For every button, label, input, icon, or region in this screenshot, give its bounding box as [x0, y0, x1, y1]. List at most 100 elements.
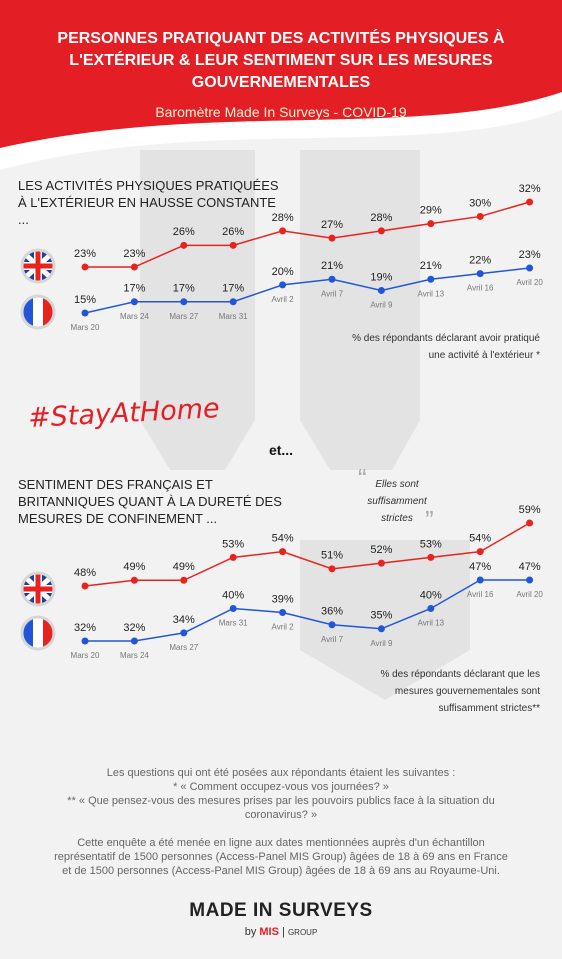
value-label: 21% — [420, 260, 442, 272]
data-point — [377, 227, 385, 235]
header-band — [0, 0, 562, 148]
data-point — [229, 553, 237, 561]
data-point — [328, 621, 336, 629]
data-point — [130, 298, 138, 306]
value-label: 17% — [222, 283, 244, 295]
x-tick-label: Mars 31 — [219, 619, 248, 628]
value-label: 23% — [74, 248, 96, 260]
logo-by: by — [244, 926, 257, 938]
chart-note: % des répondants déclarant que les mesur… — [380, 669, 540, 714]
value-label: 53% — [222, 538, 244, 550]
data-point — [81, 309, 89, 317]
value-label: 20% — [272, 266, 294, 278]
data-point — [377, 625, 385, 633]
x-tick-label: Mars 27 — [169, 312, 198, 321]
data-point — [476, 212, 484, 220]
footer-question: ** « Que pensez-vous des mesures prises … — [67, 795, 495, 821]
value-label: 48% — [74, 567, 96, 579]
quote-mark: ” — [425, 505, 434, 535]
value-label: 47% — [519, 561, 541, 573]
data-point — [180, 298, 188, 306]
x-tick-label: Avril 20 — [516, 278, 543, 287]
x-tick-label: Mars 31 — [219, 312, 248, 321]
series-line — [85, 201, 530, 268]
value-label: 49% — [173, 561, 195, 573]
x-tick-label: Avril 9 — [370, 639, 393, 648]
x-tick-label: Mars 20 — [71, 323, 100, 332]
bg-shape — [300, 150, 420, 470]
data-point — [476, 548, 484, 556]
data-point — [427, 275, 435, 283]
series-line — [85, 579, 530, 642]
value-label: 53% — [420, 538, 442, 550]
data-point — [130, 637, 138, 645]
series-line — [84, 522, 530, 587]
flag-cross — [35, 573, 41, 605]
logo-name: MADE IN SURVEYS — [189, 900, 373, 921]
subtitle: Baromètre Made In Surveys - COVID-19 — [155, 104, 407, 120]
data-point — [526, 519, 534, 527]
flag-cross — [35, 250, 41, 282]
value-label: 29% — [420, 205, 442, 217]
x-tick-label: Avril 7 — [321, 635, 344, 644]
data-point — [377, 287, 385, 294]
x-tick-label: Avril 2 — [272, 623, 295, 632]
value-label: 59% — [519, 504, 541, 516]
value-label: 39% — [272, 593, 294, 605]
title: PERSONNES PRATIQUANT DES ACTIVITÉS PHYSI… — [57, 30, 505, 91]
flag-uk — [20, 248, 56, 284]
flag-ring — [20, 615, 56, 651]
data-point — [229, 604, 237, 612]
data-point — [81, 263, 89, 271]
flag-ring — [20, 248, 56, 284]
x-tick-label: Avril 16 — [467, 284, 494, 293]
data-point — [229, 298, 237, 306]
x-tick-label: Mars 27 — [169, 643, 198, 652]
value-label: 49% — [123, 561, 145, 573]
x-tick-label: Mars 20 — [71, 651, 100, 660]
value-label: 32% — [123, 622, 145, 634]
value-label: 40% — [222, 589, 244, 601]
value-label: 23% — [519, 249, 541, 261]
flag-uk — [20, 571, 56, 607]
data-point — [81, 582, 89, 590]
value-label: 27% — [321, 219, 343, 231]
flag-fr — [20, 615, 56, 651]
data-point — [427, 604, 435, 612]
value-label: 23% — [123, 248, 145, 260]
data-point — [180, 576, 188, 584]
data-point — [279, 227, 287, 235]
footer-intro: Les questions qui ont été posées aux rép… — [106, 767, 456, 779]
value-label: 21% — [321, 260, 343, 272]
value-label: 40% — [420, 589, 442, 601]
chart-heading: SENTIMENT DES FRANÇAIS ET BRITANNIQUES Q… — [18, 477, 282, 526]
value-label: 28% — [370, 212, 392, 224]
data-point — [279, 281, 287, 289]
data-point — [279, 548, 287, 556]
bg-shape — [300, 540, 470, 700]
x-tick-label: Avril 13 — [418, 289, 445, 298]
x-tick-label: Avril 20 — [516, 590, 543, 599]
logo-group: GROUP — [287, 928, 318, 937]
value-label: 17% — [123, 283, 145, 295]
data-point — [427, 553, 435, 561]
chart-heading: LES ACTIVITÉS PHYSIQUES PRATIQUÉES À L'E… — [18, 178, 279, 227]
quote-mark: “ — [358, 463, 367, 493]
x-tick-label: Mars 24 — [120, 312, 149, 321]
logo-tagline: by MIS | GROUP — [244, 926, 318, 938]
logo-brand: MIS — [259, 926, 279, 938]
data-point — [476, 270, 484, 278]
footer-method: Cette enquête a été menée en ligne aux d… — [54, 837, 508, 877]
value-label: 19% — [370, 271, 392, 283]
bg-shape — [140, 150, 255, 470]
footer-question: * « Comment occupez-vous vos journées? » — [173, 781, 389, 793]
data-point — [526, 198, 534, 206]
x-tick-label: Mars 24 — [120, 651, 149, 660]
data-point — [427, 220, 435, 228]
value-label: 26% — [222, 226, 244, 238]
data-point — [526, 264, 534, 272]
data-point — [328, 565, 336, 573]
value-label: 32% — [519, 183, 541, 195]
